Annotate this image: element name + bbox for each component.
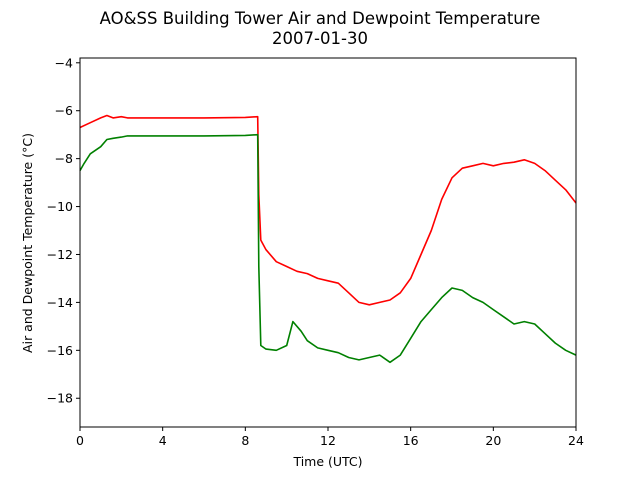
y-tick-label: −10 [47,199,73,214]
y-tick-label: −4 [55,55,73,70]
y-tick-label: −8 [55,151,73,166]
x-axis-ticks: 0 4 8 12 16 20 24 [76,427,584,448]
x-tick-label: 24 [568,433,584,448]
y-tick-label: −12 [47,247,73,262]
y-tick-label: −14 [47,295,73,310]
plot-lines [79,114,577,364]
y-axis-label: Air and Dewpoint Temperature (°C) [20,133,35,353]
series-line-1 [79,114,577,306]
x-axis-label: Time (UTC) [292,454,362,469]
y-tick-label: −18 [47,391,73,406]
series-line-2 [79,133,577,364]
y-axis-ticks: −18 −16 −14 −12 −10 −8 −6 −4 [47,55,80,406]
chart-subtitle: 2007-01-30 [272,29,368,48]
plot-frame [79,57,577,428]
x-tick-label: 12 [320,433,336,448]
x-tick-label: 20 [485,433,501,448]
chart-title: AO&SS Building Tower Air and Dewpoint Te… [100,9,541,28]
x-tick-label: 16 [403,433,419,448]
y-tick-label: −16 [47,343,73,358]
x-tick-label: 4 [159,433,167,448]
x-tick-label: 8 [241,433,249,448]
y-tick-label: −6 [55,103,73,118]
x-tick-label: 0 [76,433,84,448]
